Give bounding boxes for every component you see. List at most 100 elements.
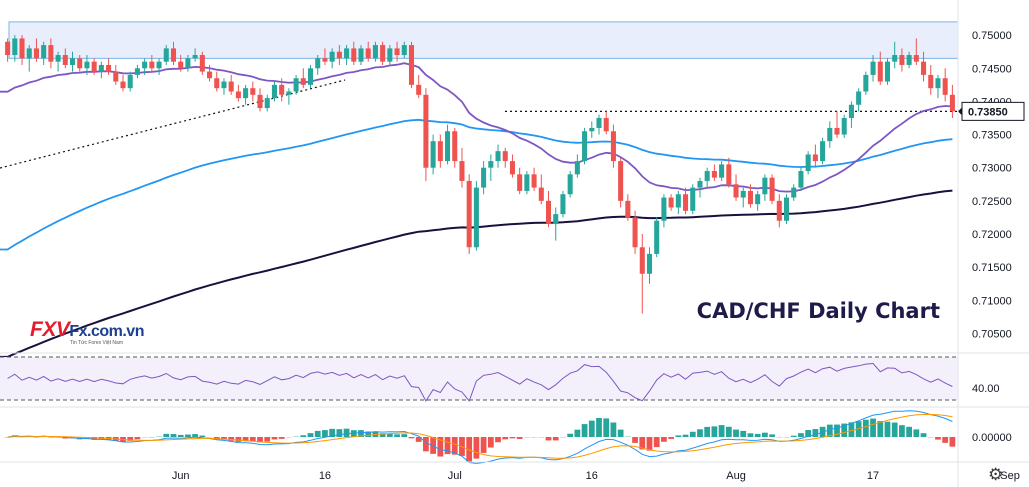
candle-body	[776, 200, 782, 221]
macd-line	[7, 410, 953, 464]
macd-histogram-bar	[689, 431, 696, 437]
candle-body	[199, 55, 205, 72]
macd-histogram-bar	[653, 437, 660, 448]
candle-body	[149, 61, 155, 69]
macd-histogram-bar	[697, 429, 703, 437]
candle-body	[322, 58, 328, 62]
candle-body	[156, 61, 162, 69]
macd-histogram-bar	[437, 437, 444, 457]
rsi-value-label: 40.00	[972, 383, 1000, 395]
macd-histogram-bar	[480, 437, 487, 453]
macd-histogram-bar	[221, 437, 227, 440]
candle-body	[892, 55, 898, 62]
macd-histogram-bar	[516, 437, 523, 439]
x-tick-label: 17	[867, 470, 879, 482]
candle-body	[365, 48, 371, 59]
macd-histogram-bar	[141, 437, 148, 438]
candle-body	[812, 154, 818, 162]
candle-body	[856, 91, 862, 105]
macd-histogram-bar	[249, 437, 256, 442]
macd-histogram-bar	[603, 418, 610, 437]
y-tick-label: 0.73500	[972, 130, 1012, 142]
macd-histogram-bar	[862, 419, 869, 437]
candle-body	[625, 200, 631, 218]
candle-body	[445, 131, 451, 162]
macd-histogram-bar	[235, 437, 242, 442]
macd-histogram-bar	[206, 437, 213, 438]
candle-body	[827, 127, 833, 142]
candle-body	[12, 38, 18, 56]
macd-histogram-bar	[870, 418, 876, 437]
candle-body	[884, 61, 891, 82]
macd-histogram-bar	[949, 437, 956, 447]
candle-body	[762, 177, 768, 195]
macd-histogram-bar	[401, 434, 408, 437]
candle-body	[661, 197, 667, 221]
candle-body	[62, 55, 68, 65]
macd-histogram-bar	[935, 437, 941, 440]
macd-histogram-bar	[754, 433, 761, 437]
candle-body	[178, 61, 184, 69]
candle-body	[481, 167, 487, 188]
candle-body	[48, 45, 54, 62]
candle-body	[163, 48, 169, 62]
macd-histogram-bar	[365, 431, 372, 437]
macd-histogram-bar	[278, 437, 285, 439]
candle-body	[632, 217, 638, 248]
candle-body	[459, 161, 465, 181]
candle-body	[185, 58, 191, 69]
macd-histogram-bar	[163, 433, 170, 437]
macd-histogram-bar	[444, 437, 451, 455]
candle-body	[488, 161, 494, 168]
macd-histogram-bar	[415, 437, 422, 442]
macd-histogram-bar	[834, 424, 840, 437]
macd-histogram-bar	[906, 426, 913, 437]
candle-body	[704, 171, 710, 181]
candle-body	[98, 64, 104, 72]
candle-body	[582, 131, 588, 162]
candle-body	[300, 78, 306, 85]
candle-body	[207, 71, 213, 79]
candle-body	[77, 58, 83, 69]
candle-body	[610, 131, 616, 162]
candle-body	[430, 141, 436, 168]
macd-histogram-bar	[848, 422, 855, 437]
macd-histogram-bar	[271, 437, 278, 440]
candle-body	[264, 98, 270, 109]
candle-body	[91, 61, 97, 72]
candle-body	[307, 68, 314, 85]
macd-histogram-bar	[646, 437, 653, 451]
candle-body	[798, 171, 804, 188]
candle-body	[834, 127, 840, 135]
candle-body	[351, 48, 357, 62]
candle-body	[848, 104, 854, 118]
candle-body	[675, 194, 681, 208]
candle-body	[279, 84, 285, 95]
gear-icon[interactable]: ⚙	[988, 465, 1004, 485]
candle-body	[416, 84, 422, 95]
candle-body	[192, 55, 198, 59]
candle-body	[906, 55, 912, 65]
candle-body	[5, 41, 11, 56]
candle-body	[654, 220, 660, 254]
trendline	[0, 79, 346, 169]
candle-body	[344, 48, 350, 59]
candle-body	[805, 154, 811, 172]
candle-body	[553, 214, 559, 225]
candle-body	[596, 118, 602, 128]
candle-body	[697, 180, 703, 188]
macd-value-label: 0.00000	[972, 432, 1012, 444]
macd-histogram-bar	[899, 425, 905, 437]
candle-body	[372, 45, 378, 59]
candle-body	[639, 247, 645, 274]
macd-histogram-bar	[927, 437, 934, 438]
candle-body	[574, 161, 580, 175]
candle-body	[719, 164, 725, 178]
macd-histogram-bar	[668, 437, 675, 439]
macd-histogram-bar	[574, 429, 581, 437]
macd-histogram-bar	[285, 437, 292, 438]
y-tick-label: 0.74500	[972, 63, 1012, 75]
resistance-zone	[8, 21, 959, 59]
y-tick-label: 0.72000	[972, 229, 1012, 241]
candle-body	[603, 118, 609, 132]
